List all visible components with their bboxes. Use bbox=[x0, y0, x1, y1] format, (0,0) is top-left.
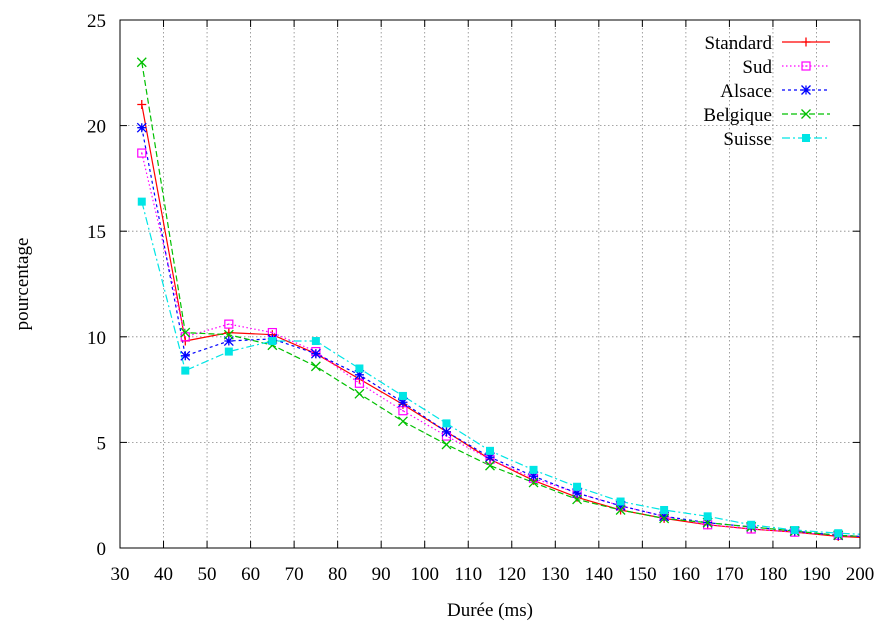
data-point bbox=[528, 471, 539, 482]
data-point bbox=[180, 327, 191, 338]
y-tick-label: 10 bbox=[87, 328, 106, 349]
x-tick-label: 120 bbox=[498, 564, 527, 585]
data-point bbox=[310, 348, 321, 359]
x-tick-label: 170 bbox=[715, 564, 744, 585]
data-point bbox=[137, 99, 147, 109]
axis-ticks: 30 40 50 60 70 80 90 100 110 120 130 140 150 160 170 18… bbox=[87, 11, 874, 585]
data-point bbox=[485, 452, 495, 463]
data-point bbox=[486, 446, 494, 455]
x-tick-label: 150 bbox=[628, 564, 657, 585]
y-tick-label: 15 bbox=[87, 222, 106, 243]
data-point bbox=[310, 361, 321, 372]
data-point bbox=[397, 416, 408, 427]
data-point bbox=[223, 336, 234, 346]
data-point bbox=[529, 465, 538, 474]
y-tick-label: 25 bbox=[87, 11, 106, 32]
x-tick-label: 190 bbox=[802, 564, 831, 585]
legend-label: Alsace bbox=[720, 81, 772, 102]
legend-item: Sud bbox=[742, 57, 830, 78]
x-axis-label: Durée (ms) bbox=[447, 600, 533, 621]
plot-frame bbox=[119, 19, 861, 549]
data-point bbox=[572, 494, 583, 505]
legend-item: Belgique bbox=[703, 105, 830, 126]
plot-lines bbox=[141, 62, 860, 539]
x-tick-label: 110 bbox=[454, 564, 482, 585]
data-point bbox=[223, 329, 234, 340]
legend-label: Suisse bbox=[723, 129, 772, 150]
data-point bbox=[573, 482, 582, 491]
data-point bbox=[801, 109, 811, 119]
data-point bbox=[528, 477, 539, 488]
data-point bbox=[801, 37, 811, 47]
grid bbox=[120, 20, 860, 548]
data-point bbox=[354, 369, 365, 380]
legend-label: Standard bbox=[704, 33, 772, 54]
x-tick-label: 60 bbox=[241, 564, 260, 585]
data-point bbox=[572, 488, 583, 499]
x-tick-label: 200 bbox=[846, 564, 875, 585]
legend-item: Suisse bbox=[723, 129, 830, 150]
legend-label: Belgique bbox=[703, 105, 772, 126]
data-point bbox=[703, 512, 712, 521]
data-point bbox=[747, 520, 756, 529]
data-point bbox=[397, 397, 408, 408]
y-tick-label: 5 bbox=[97, 433, 107, 454]
data-point bbox=[660, 505, 669, 514]
data-point bbox=[801, 61, 811, 71]
series-line-belgique bbox=[141, 62, 860, 537]
data-point bbox=[137, 148, 147, 158]
data-point bbox=[311, 337, 320, 346]
x-tick-label: 180 bbox=[759, 564, 788, 585]
data-point bbox=[355, 364, 364, 373]
data-point bbox=[441, 426, 452, 437]
legend: Standard Sud Alsace Belgique Suisse bbox=[703, 33, 830, 150]
data-point bbox=[790, 526, 799, 535]
x-tick-label: 130 bbox=[541, 564, 570, 585]
y-tick-label: 0 bbox=[97, 539, 107, 560]
data-point bbox=[354, 388, 365, 399]
x-tick-label: 80 bbox=[328, 564, 347, 585]
legend-item: Alsace bbox=[720, 81, 830, 102]
data-point bbox=[442, 419, 451, 428]
data-point bbox=[137, 197, 146, 206]
data-point bbox=[441, 439, 452, 450]
data-point bbox=[268, 337, 277, 346]
data-point bbox=[485, 460, 495, 471]
data-point bbox=[398, 391, 407, 400]
plot-markers bbox=[136, 57, 844, 541]
x-tick-label: 100 bbox=[410, 564, 439, 585]
x-tick-label: 50 bbox=[198, 564, 217, 585]
x-tick-label: 90 bbox=[372, 564, 391, 585]
data-point bbox=[801, 85, 811, 95]
data-point bbox=[659, 513, 670, 524]
x-tick-label: 40 bbox=[154, 564, 173, 585]
data-point bbox=[224, 319, 234, 329]
x-tick-label: 140 bbox=[585, 564, 614, 585]
data-point bbox=[224, 347, 233, 356]
data-point bbox=[181, 366, 190, 375]
data-point bbox=[802, 134, 810, 142]
data-point bbox=[615, 505, 626, 515]
data-point bbox=[615, 500, 626, 511]
legend-item: Standard bbox=[704, 33, 830, 54]
legend-label: Sud bbox=[742, 57, 772, 78]
data-point bbox=[659, 511, 670, 522]
series-line-standard bbox=[141, 104, 860, 539]
x-tick-label: 160 bbox=[672, 564, 701, 585]
y-tick-label: 20 bbox=[87, 117, 106, 138]
data-point bbox=[180, 350, 191, 361]
data-point bbox=[136, 122, 147, 133]
series-line-suisse bbox=[141, 201, 860, 535]
data-point bbox=[834, 529, 843, 538]
series-line-alsace bbox=[141, 127, 860, 537]
data-point bbox=[616, 497, 625, 506]
x-tick-label: 70 bbox=[285, 564, 304, 585]
y-axis-label: pourcentage bbox=[12, 238, 33, 331]
data-point bbox=[136, 57, 147, 68]
x-tick-label: 30 bbox=[111, 564, 130, 585]
